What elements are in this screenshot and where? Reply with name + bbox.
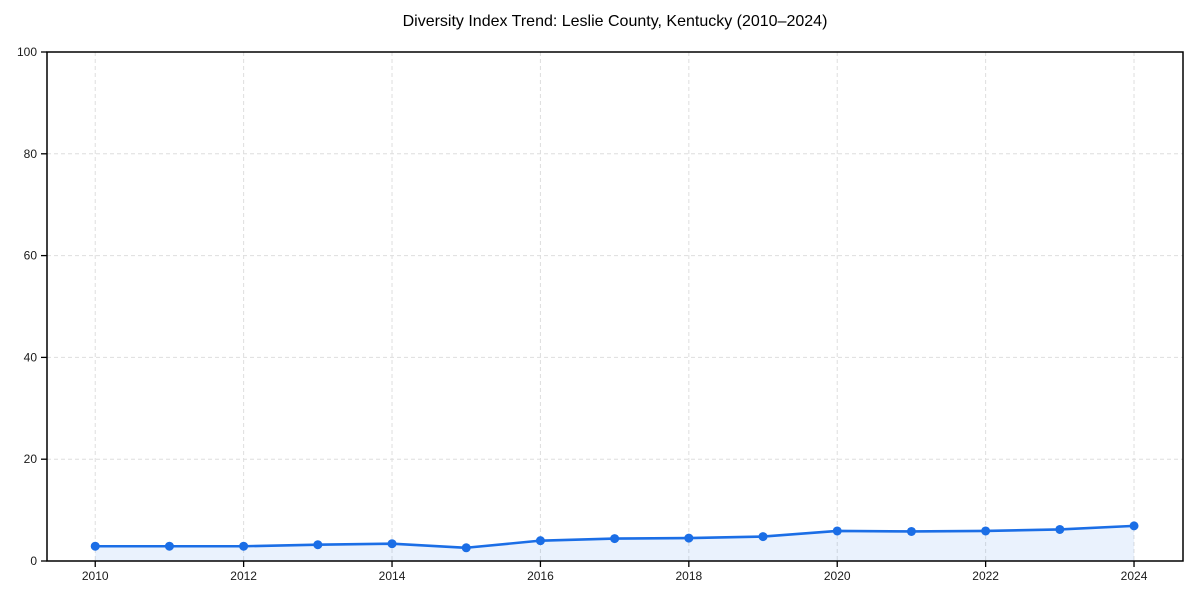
y-tick-label: 0 <box>30 554 37 568</box>
data-point-marker <box>90 541 100 551</box>
y-tick-label: 60 <box>24 249 38 263</box>
x-tick-label: 2010 <box>82 569 109 583</box>
data-point-marker <box>164 541 174 551</box>
data-point-marker <box>981 526 991 536</box>
x-tick-label: 2012 <box>230 569 257 583</box>
data-point-marker <box>461 543 471 553</box>
data-point-marker <box>535 536 545 546</box>
chart-title: Diversity Index Trend: Leslie County, Ke… <box>402 13 828 30</box>
data-point-marker <box>239 541 249 551</box>
x-tick-label: 2024 <box>1121 569 1148 583</box>
y-tick-label: 20 <box>24 452 38 466</box>
data-point-marker <box>758 532 768 542</box>
y-tick-label: 100 <box>17 45 37 59</box>
y-tick-label: 40 <box>24 350 38 364</box>
data-point-marker <box>1129 521 1139 531</box>
y-tick-label: 80 <box>24 147 38 161</box>
data-point-marker <box>1055 524 1065 534</box>
data-point-marker <box>906 526 916 536</box>
x-tick-label: 2022 <box>972 569 999 583</box>
data-point-marker <box>684 533 694 543</box>
trend-area <box>95 525 1135 561</box>
data-point-marker <box>313 540 323 550</box>
data-point-marker <box>610 534 620 544</box>
data-point-marker <box>832 526 842 536</box>
plot-border <box>46 51 1184 562</box>
x-tick-label: 2020 <box>824 569 851 583</box>
data-point-marker <box>387 539 397 549</box>
x-tick-label: 2014 <box>379 569 406 583</box>
x-tick-label: 2018 <box>675 569 702 583</box>
x-tick-label: 2016 <box>527 569 554 583</box>
